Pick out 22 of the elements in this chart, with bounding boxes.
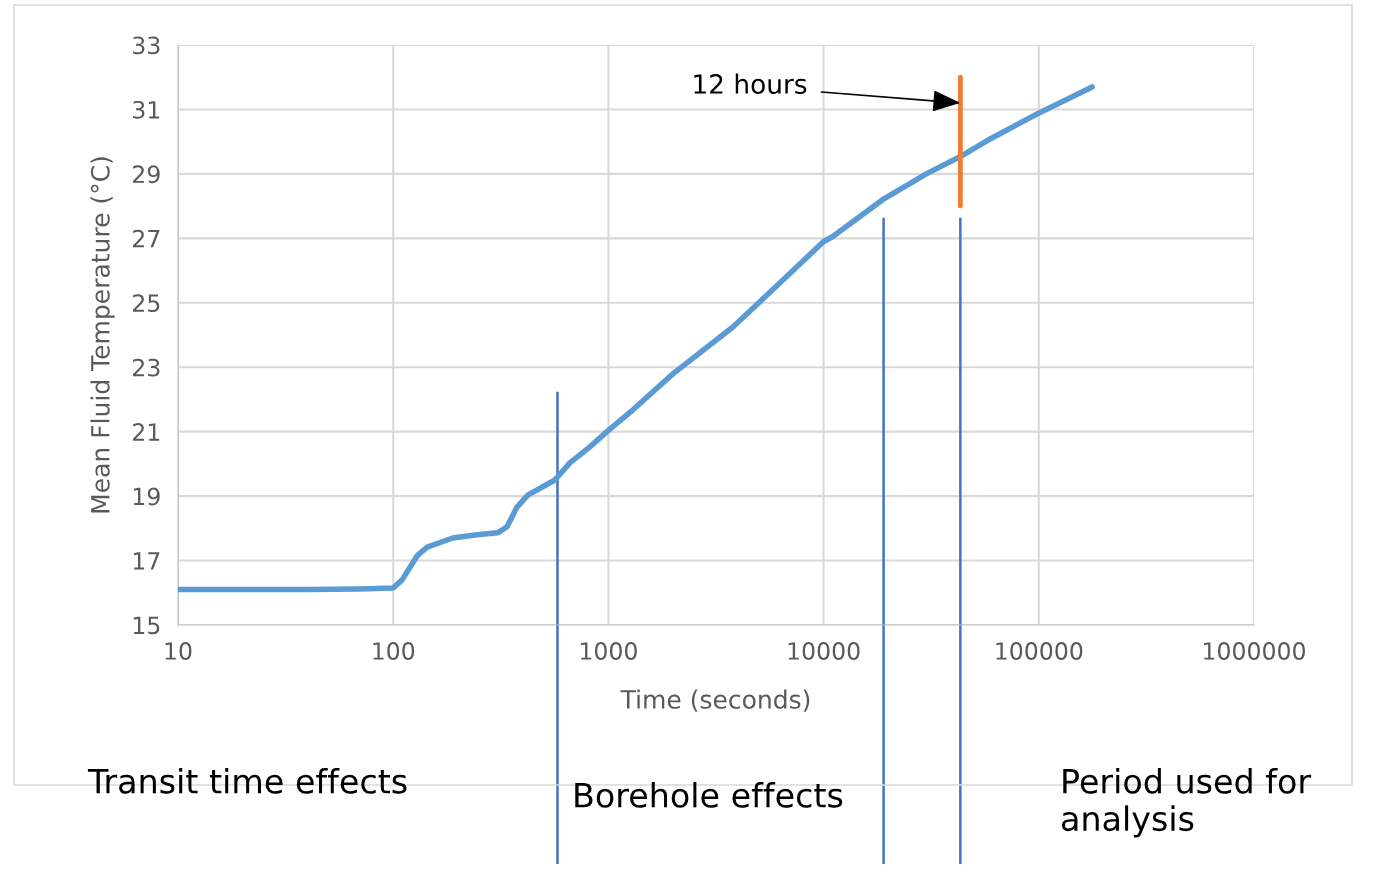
text: Transit time effects [87, 768, 407, 794]
y-tick-label: 29 [133, 165, 160, 184]
y-tick-label: 33 [133, 36, 160, 55]
x-tick-label: 10000 [788, 642, 860, 660]
y-axis-title: Mean Fluid Temperature (°C) [90, 157, 115, 513]
y-tick-label: 31 [133, 100, 160, 119]
y-tick-label: 21 [133, 423, 160, 441]
x-tick-label: 1000 [580, 642, 637, 660]
x-tick-label: 10 [165, 642, 192, 660]
text: Borehole effects [575, 782, 843, 808]
annotation: 12 hours [694, 73, 807, 94]
x-tick-label: 1000000 [1204, 642, 1306, 660]
y-tick-label: 17 [133, 552, 160, 570]
x-tick-label: 100 [373, 642, 415, 660]
y-tick-label: 23 [133, 358, 160, 377]
x-axis-title: Time (seconds) [620, 689, 810, 712]
x-tick-label: 100000 [996, 642, 1083, 660]
text: Period used for analysis [1062, 768, 1312, 838]
y-tick-label: 19 [133, 487, 160, 506]
y-tick-label: 15 [133, 616, 160, 635]
y-tick-label: 27 [133, 229, 160, 248]
y-tick-label: 25 [133, 294, 160, 313]
